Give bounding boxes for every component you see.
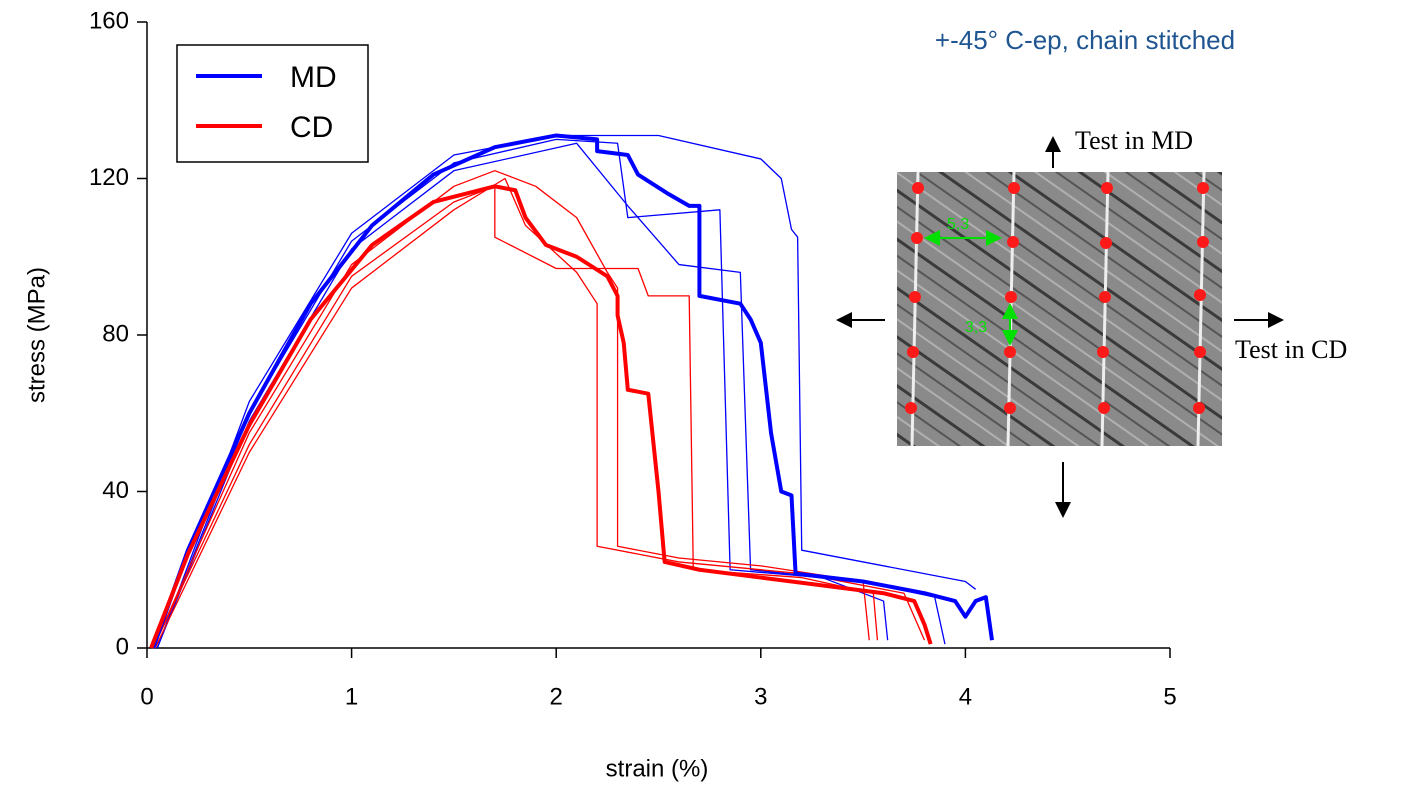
- data-line: [156, 138, 889, 649]
- specimen-inset: 5,3 3,3 Test in MD Test in CD: [836, 126, 1347, 518]
- y-tick-label: 120: [89, 164, 129, 191]
- x-tick-label: 3: [754, 683, 767, 710]
- legend-label: MD: [290, 61, 337, 94]
- data-line: [156, 142, 946, 649]
- y-tick-label: 160: [89, 7, 129, 34]
- y-tick-label: 0: [116, 633, 129, 660]
- data-line: [154, 177, 926, 649]
- x-tick-label: 5: [1163, 683, 1176, 710]
- stitch-lines: [910, 171, 1206, 447]
- data-line: [151, 133, 994, 649]
- legend-label: CD: [290, 111, 333, 144]
- spacing-label: 3,3: [965, 319, 987, 336]
- direction-arrows: [836, 136, 1284, 518]
- spacing-label: 5,3: [947, 216, 969, 233]
- y-axis-label: stress (MPa): [23, 267, 50, 403]
- x-tick-label: 0: [140, 683, 153, 710]
- y-tick-label: 80: [102, 320, 129, 347]
- stitch-points: [905, 182, 1209, 414]
- data-line: [156, 134, 977, 649]
- x-tick-label: 4: [959, 683, 972, 710]
- x-tick-label: 1: [345, 683, 358, 710]
- direction-label: Test in CD: [1235, 335, 1347, 364]
- data-line: [149, 184, 933, 649]
- y-tick-label: 40: [102, 477, 129, 504]
- legend-box: [176, 44, 369, 163]
- specimen-image: [897, 172, 1222, 446]
- chart-title: +-45° C-ep, chain stitched: [935, 25, 1235, 55]
- direction-label: Test in MD: [1075, 126, 1193, 155]
- x-tick-label: 2: [550, 683, 563, 710]
- x-axis-label: strain (%): [606, 755, 709, 782]
